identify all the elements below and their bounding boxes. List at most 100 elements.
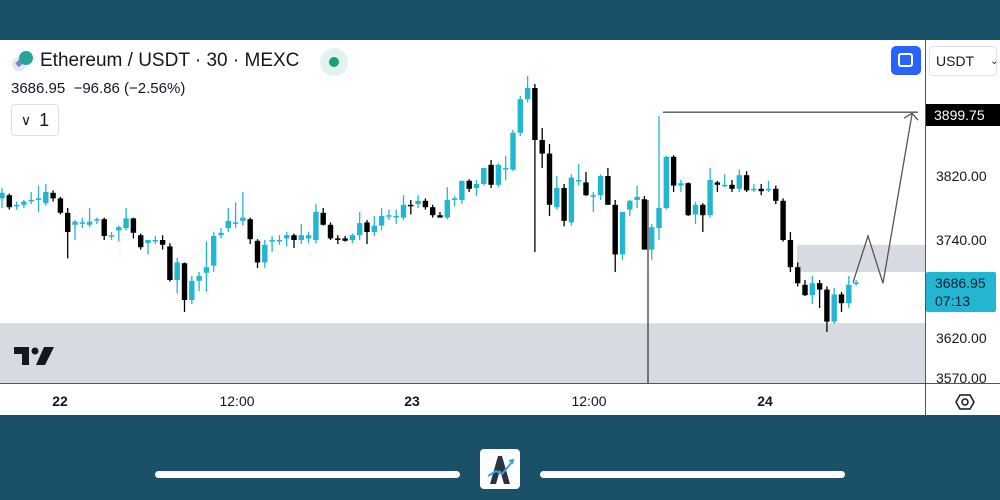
bearish-candle bbox=[138, 235, 144, 248]
chart-panel[interactable] bbox=[0, 40, 1000, 415]
bullish-candle bbox=[116, 227, 122, 231]
bullish-candle bbox=[590, 195, 596, 197]
bullish-candle bbox=[72, 221, 78, 225]
bullish-candle bbox=[846, 284, 852, 304]
bearish-candle bbox=[437, 215, 443, 218]
bearish-candle bbox=[685, 183, 691, 216]
bullish-candle bbox=[627, 200, 633, 210]
currency-select[interactable]: USDT ⌄ bbox=[929, 46, 999, 76]
bullish-candle bbox=[765, 188, 772, 191]
bullish-candle bbox=[503, 168, 509, 170]
bullish-candle bbox=[459, 180, 465, 200]
gear-icon[interactable] bbox=[955, 392, 975, 412]
bullish-candle bbox=[298, 235, 304, 240]
bearish-candle bbox=[430, 207, 436, 216]
last-price: 3686.95 bbox=[11, 80, 66, 97]
bullish-candle bbox=[393, 216, 399, 218]
bearish-candle bbox=[641, 199, 648, 250]
bullish-candle bbox=[94, 219, 100, 221]
bullish-candle bbox=[218, 232, 224, 236]
bullish-candle bbox=[809, 283, 815, 296]
bearish-candle bbox=[488, 164, 494, 185]
bullish-candle bbox=[634, 196, 640, 200]
bearish-candle bbox=[408, 204, 414, 207]
bearish-candle bbox=[838, 294, 845, 304]
bullish-candle bbox=[444, 200, 450, 218]
bearish-candle bbox=[780, 200, 786, 240]
bearish-candle bbox=[532, 88, 538, 140]
bullish-candle bbox=[378, 216, 385, 226]
bullish-candle bbox=[707, 180, 713, 216]
bullish-candle bbox=[0, 192, 5, 199]
bearish-candle bbox=[327, 224, 334, 239]
bullish-candle bbox=[400, 204, 407, 218]
bullish-candle bbox=[284, 235, 290, 239]
bullish-candle bbox=[35, 198, 42, 200]
bearish-candle bbox=[561, 188, 567, 221]
bullish-candle bbox=[736, 175, 742, 189]
bullish-candle bbox=[225, 220, 231, 228]
bullish-candle bbox=[203, 267, 210, 273]
time-label: 12:00 bbox=[571, 393, 607, 409]
bullish-candle bbox=[597, 176, 604, 196]
bearish-candle bbox=[758, 188, 764, 192]
bullish-candle bbox=[21, 201, 27, 205]
bullish-candle bbox=[174, 262, 180, 280]
time-label: 23 bbox=[404, 393, 420, 409]
ethereum-usdt-icon: ◆ bbox=[12, 50, 34, 72]
bearish-candle bbox=[670, 156, 677, 186]
current-price-tag: 3686.95 07:13 bbox=[926, 272, 996, 312]
time-label: 22 bbox=[52, 393, 68, 409]
market-status-indicator bbox=[320, 48, 348, 76]
price-label: 3620.00 bbox=[936, 330, 987, 346]
bullish-candle bbox=[568, 177, 575, 223]
bearish-candle bbox=[714, 182, 721, 185]
bearish-candle bbox=[795, 267, 801, 284]
bearish-candle bbox=[583, 182, 589, 196]
bearish-candle bbox=[539, 140, 545, 154]
arrow-head-icon bbox=[903, 112, 919, 121]
bearish-candle bbox=[546, 153, 553, 205]
bearish-candle bbox=[57, 198, 64, 213]
bearish-candle bbox=[605, 176, 611, 205]
indicator-count: 1 bbox=[39, 109, 50, 130]
tradingview-logo[interactable] bbox=[14, 345, 56, 367]
bearish-candle bbox=[130, 218, 137, 233]
bearish-candle bbox=[342, 238, 348, 241]
bearish-candle bbox=[320, 212, 326, 225]
collapse-indicators-button[interactable]: ∨ 1 bbox=[11, 104, 59, 136]
bullish-candle bbox=[240, 217, 246, 221]
bullish-candle bbox=[451, 198, 458, 200]
bullish-candle bbox=[649, 227, 655, 250]
bullish-candle bbox=[276, 240, 283, 242]
bullish-candle bbox=[196, 276, 202, 281]
price-label: 3820.00 bbox=[936, 168, 987, 184]
bar-countdown: 07:13 bbox=[935, 293, 971, 309]
price-label: 3740.00 bbox=[936, 232, 987, 248]
bullish-candle bbox=[415, 200, 421, 204]
bullish-candle bbox=[481, 168, 487, 184]
bullish-candle bbox=[656, 208, 662, 228]
symbol-header[interactable]: ◆ Ethereum / USDT · 30 · MEXC bbox=[12, 50, 299, 72]
bullish-candle bbox=[371, 225, 377, 232]
target-price-tag: 3899.75 bbox=[926, 104, 1000, 126]
price-change: −96.86 (−2.56%) bbox=[73, 80, 186, 97]
bearish-candle bbox=[466, 180, 472, 189]
time-label: 12:00 bbox=[219, 393, 255, 409]
fullscreen-button[interactable] bbox=[891, 46, 921, 75]
bearish-candle bbox=[181, 263, 188, 300]
bullish-candle bbox=[305, 235, 312, 239]
divider-line bbox=[155, 471, 460, 478]
bearish-candle bbox=[802, 284, 808, 296]
fullscreen-icon bbox=[898, 53, 913, 67]
currency-label: USDT bbox=[936, 53, 975, 69]
bullish-candle bbox=[349, 235, 356, 240]
bullish-candle bbox=[86, 221, 93, 225]
candlestick-chart[interactable] bbox=[0, 40, 1000, 415]
bullish-candle bbox=[79, 222, 85, 224]
price-change-line: 3686.95 −96.86 (−2.56%) bbox=[11, 80, 185, 97]
bullish-candle bbox=[473, 184, 480, 188]
bullish-candle bbox=[386, 215, 392, 217]
time-label: 24 bbox=[757, 393, 773, 409]
bearish-candle bbox=[291, 235, 297, 240]
